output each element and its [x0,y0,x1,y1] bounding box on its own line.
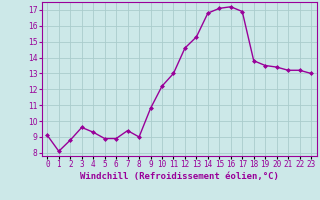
X-axis label: Windchill (Refroidissement éolien,°C): Windchill (Refroidissement éolien,°C) [80,172,279,181]
